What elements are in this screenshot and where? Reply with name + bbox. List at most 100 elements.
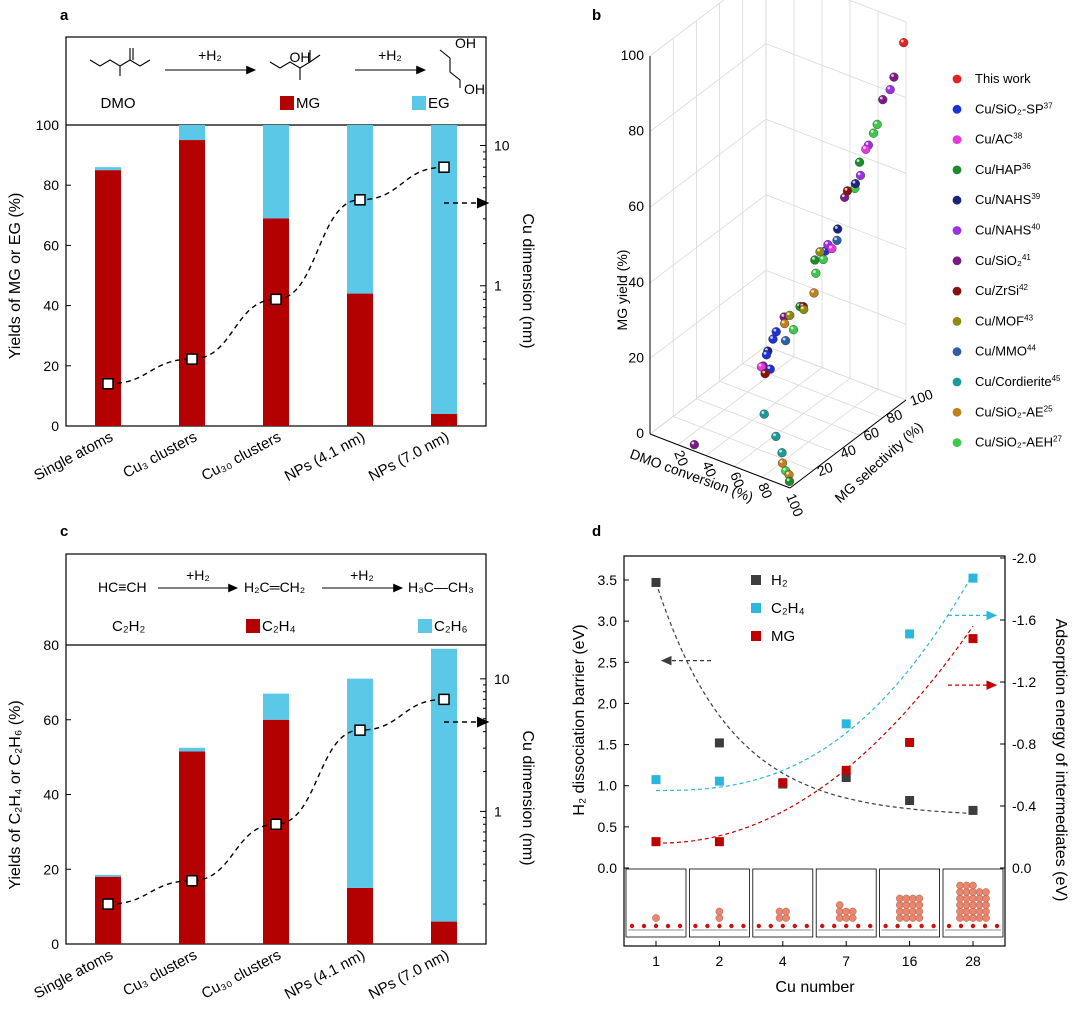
panel-d-plot: 0.0 0.5 1.0 1.5 2.0 2.5 3.0 3.5 0.0 -0.4 -0.8 -1.2 -… (598, 550, 1037, 969)
x-tick-label-2: 60 (727, 470, 748, 491)
legend-label-mg: MG (296, 95, 320, 112)
legend-marker-cu-sio₂-aeh-12 (952, 438, 962, 447)
panel-c-intermediate-formula: H₂C═CH₂ (244, 579, 305, 595)
legend-marker-cu-hap-3 (952, 165, 962, 175)
data-point-cu-sio₂-1 (889, 72, 899, 82)
cu-atom-6-3 (975, 914, 984, 922)
cu-atom-6-11 (962, 901, 971, 909)
data-point-highlight-23 (781, 314, 785, 317)
panel-d-ylabel-right: Adsorption energy of intermediates (eV) (1052, 619, 1069, 902)
back-wall-grid-z-2 (649, 194, 767, 284)
bar-eg-4 (347, 125, 373, 294)
legend-label-eg: EG (428, 95, 450, 112)
y-tick-label-0: 0.0 (598, 860, 618, 876)
data-point-highlight-26 (758, 363, 762, 367)
x-tick-label-0: 1 (652, 953, 660, 969)
legend-marker-cu-mof-8 (952, 317, 962, 326)
legend-marker-cu-sio₂-6 (952, 256, 962, 266)
panel-c-ylabel: Yields of C₂H₄ or C₂H₆ (%) (7, 700, 24, 889)
marker-c₂h₄-1 (651, 775, 661, 785)
cu-atom-5-10 (909, 901, 917, 909)
bar-c₂h₆-5 (431, 648, 457, 922)
data-point-cu-sio₂-19 (689, 440, 699, 450)
data-point-highlight-35 (782, 337, 786, 341)
support-atom-1-1 (641, 923, 647, 929)
support-atom-5-3 (919, 923, 924, 929)
data-point-highlight-25 (763, 351, 767, 355)
bar-c₂h₄-5 (431, 921, 457, 944)
h2-fit-curve (655, 582, 974, 815)
cu-atom-4-0 (835, 914, 844, 922)
side-wall-grid-z-1 (765, 270, 907, 325)
data-point-highlight-45 (782, 467, 786, 471)
cu-atom-6-23 (975, 888, 984, 896)
support-atom-1-4 (677, 923, 683, 929)
cu-atom-4-2 (848, 914, 857, 922)
data-point-cu-sio₂-aeh-33 (811, 268, 821, 278)
panel-c-reactant-label: C₂H₂ (112, 618, 145, 635)
data-point-cu-nahs-17 (833, 224, 843, 234)
y-tick-label-2: 60 (861, 424, 881, 444)
support-atom-5-4 (931, 923, 936, 929)
marker-c₂h₄-4 (841, 719, 851, 729)
data-point-cu-sio₂-sp-18 (771, 327, 781, 337)
data-point-highlight-33 (813, 270, 816, 274)
support-atom-3-3 (792, 923, 797, 929)
x-tick-label-1: 2 (716, 953, 724, 969)
data-point-cu-mof-30 (785, 310, 795, 320)
bar-c₂h₄-3 (263, 719, 289, 944)
panel-b-points (689, 38, 909, 486)
y-tick-label-1: 20 (43, 358, 59, 374)
data-point-highlight-13 (844, 187, 848, 191)
marker-h₂-2 (714, 738, 724, 748)
support-atom-4-3 (856, 923, 861, 929)
support-atom-1-0 (629, 923, 635, 929)
side-wall-grid-z-4 (765, 43, 907, 98)
y-tick-label-2: 40 (43, 298, 59, 314)
category-label-4: NPs (4.1 nm) (282, 429, 368, 485)
data-point-highlight-19 (691, 441, 695, 445)
panel-a-step-label-2: +H₂ (378, 47, 402, 63)
y-tick-label-5: 100 (36, 117, 60, 133)
y-tick-label-0: 0 (51, 418, 59, 434)
cu-dimension-marker-4 (354, 194, 366, 206)
data-point-cu-sio₂-3 (878, 95, 888, 105)
cu-atom-6-27 (969, 881, 977, 890)
panel-c-bars (95, 648, 490, 944)
back-wall-grid-z-1 (649, 270, 767, 359)
category-label-3: Cu₃₀ clusters (199, 947, 284, 1003)
side-wall-grid-z-5 (847, 0, 907, 23)
y2-tick-label-5: -2.0 (1012, 550, 1036, 566)
cu-atom-4-3 (835, 907, 844, 916)
data-point-highlight-39 (800, 306, 804, 310)
bar-eg-5 (431, 125, 457, 414)
data-point-highlight-43 (779, 449, 782, 453)
panel-label-b: b (592, 7, 601, 24)
back-wall-grid-z-5 (649, 0, 725, 57)
legend-marker-cu-sio₂-ae-11 (952, 407, 962, 417)
data-point-cu-ac-7 (861, 144, 871, 154)
cu-atom-4-5 (848, 907, 857, 916)
legend-label-cu-sio₂-aeh-12: Cu/SiO₂-AEH27 (975, 435, 1062, 450)
y2-tick-label-0: 1 (494, 803, 502, 819)
category-label-3: Cu₃₀ clusters (199, 429, 284, 485)
support-atom-5-0 (883, 923, 888, 929)
panel-d-frame (623, 555, 1006, 947)
cu-atom-5-8 (896, 901, 904, 909)
y-tick-label-4: 80 (43, 177, 59, 193)
panel-b-zlabel: MG yield (%) (614, 250, 630, 331)
data-point-highlight-18 (773, 328, 777, 332)
cu-dimension-marker-2 (186, 874, 198, 887)
y-tick-label-2: 1.0 (598, 778, 618, 794)
data-point-highlight-42 (773, 433, 776, 437)
cu-atom-6-14 (982, 901, 990, 909)
eg-oh-label-2: OH (464, 81, 485, 97)
cu-atom-5-4 (896, 907, 904, 916)
cu-atom-5-13 (902, 894, 911, 903)
panel-a-reactant-label: DMO (101, 95, 136, 112)
category-label-5: NPs (7.0 nm) (366, 947, 452, 1003)
panel-label-d: d (592, 523, 601, 540)
data-point-highlight-12 (765, 348, 768, 351)
